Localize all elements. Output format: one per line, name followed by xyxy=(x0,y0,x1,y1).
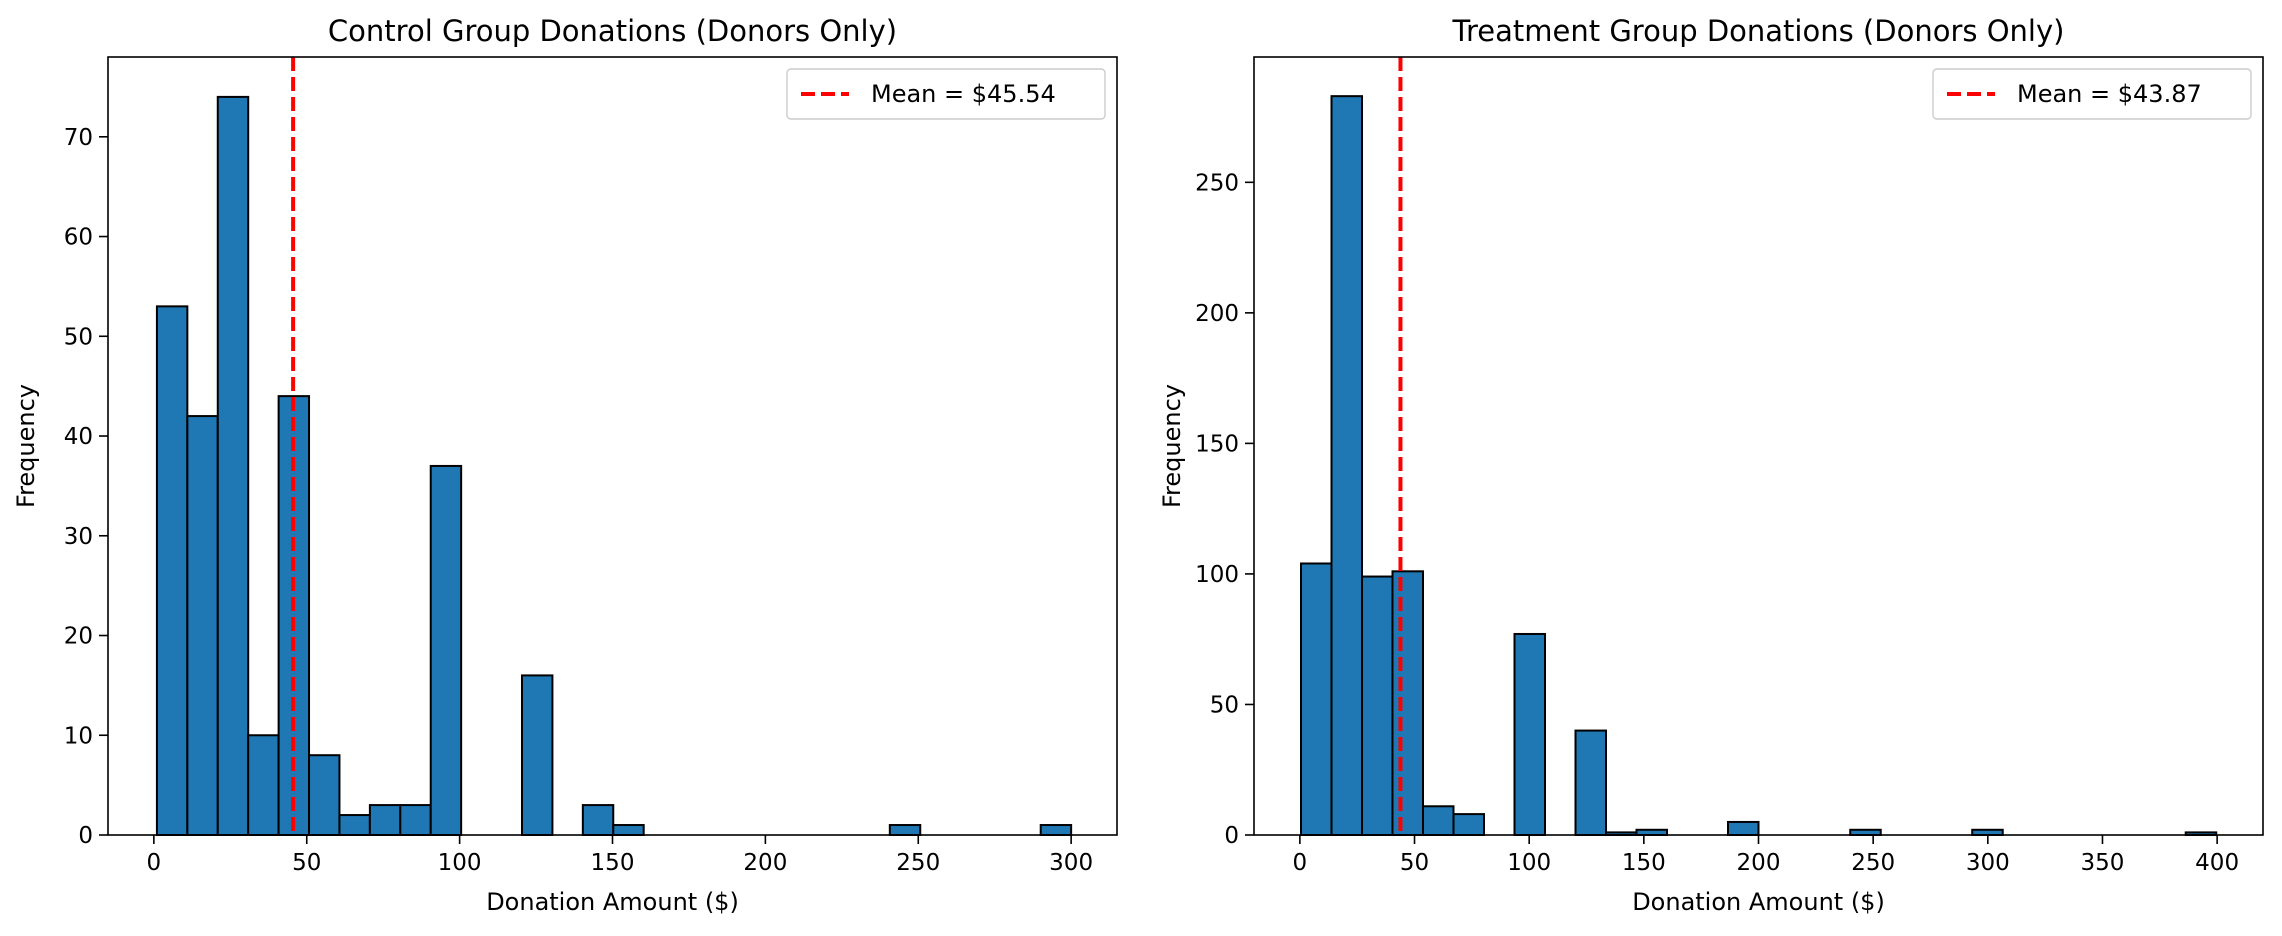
treatment-x-tick-label: 250 xyxy=(1851,850,1895,876)
treatment-histogram-bar xyxy=(1300,562,1333,836)
treatment-y-tick-label: 150 xyxy=(1195,431,1239,457)
control-y-tick-label: 40 xyxy=(64,424,93,450)
treatment-x-tick-label: 100 xyxy=(1507,850,1551,876)
control-y-tick-label: 50 xyxy=(64,324,93,350)
treatment-x-tick-label: 350 xyxy=(2081,850,2125,876)
treatment-histogram-bar xyxy=(1452,813,1486,836)
control-histogram-bar xyxy=(186,415,219,836)
control-y-tick-label: 30 xyxy=(64,524,93,550)
control-y-axis-label: Frequency xyxy=(12,384,40,508)
control-y-tick-label: 60 xyxy=(64,225,93,251)
treatment-x-tick-label: 0 xyxy=(1293,850,1308,876)
control-histogram-bar xyxy=(308,754,341,837)
treatment-y-tick-label: 0 xyxy=(1224,823,1239,849)
control-plot-frame xyxy=(107,56,1118,836)
control-histogram-bar xyxy=(612,824,645,836)
treatment-x-tick-label: 300 xyxy=(1966,850,2010,876)
control-histogram-bar xyxy=(399,804,432,836)
treatment-x-tick-label: 150 xyxy=(1622,850,1666,876)
control-histogram-bar xyxy=(520,674,554,837)
control-y-tick-label: 10 xyxy=(64,723,93,749)
control-legend: Mean = $45.54 xyxy=(786,68,1106,120)
treatment-x-tick-label: 200 xyxy=(1737,850,1781,876)
control-x-axis-label: Donation Amount ($) xyxy=(486,888,739,916)
control-x-tick-label: 250 xyxy=(896,850,940,876)
treatment-x-axis-label: Donation Amount ($) xyxy=(1632,888,1885,916)
control-histogram-bar xyxy=(247,734,280,836)
control-x-tick-label: 150 xyxy=(591,850,635,876)
treatment-y-tick-label: 50 xyxy=(1210,692,1239,718)
control-histogram-bar xyxy=(581,804,615,836)
treatment-axis-ticks: 0 50 100 150 200 250 300 350 400 0 50 100 150 200 250 xyxy=(1195,170,2239,876)
control-legend-box xyxy=(786,68,1106,120)
treatment-bars xyxy=(1300,95,2218,837)
treatment-y-tick-label: 250 xyxy=(1195,170,1239,196)
control-x-tick-label: 200 xyxy=(743,850,787,876)
control-histogram-bar xyxy=(1039,824,1073,836)
control-histogram-bar xyxy=(216,95,250,836)
control-legend-label: Mean = $45.54 xyxy=(871,80,1056,108)
treatment-legend-box xyxy=(1932,68,2252,120)
treatment-x-tick-label: 50 xyxy=(1400,850,1429,876)
treatment-histogram-bar xyxy=(1330,95,1364,836)
control-x-tick-label: 0 xyxy=(147,850,162,876)
treatment-y-tick-label: 100 xyxy=(1195,562,1239,588)
control-histogram-bar xyxy=(429,464,463,836)
control-chart-title: Control Group Donations (Donors Only) xyxy=(328,14,897,48)
treatment-legend-label: Mean = $43.87 xyxy=(2017,80,2202,108)
control-y-tick-label: 20 xyxy=(64,624,93,650)
treatment-histogram-bar xyxy=(1513,632,1547,836)
control-histogram-bar xyxy=(155,305,189,837)
control-histogram-panel: Control Group Donations (Donors Only) Do… xyxy=(12,14,1118,916)
control-y-tick-label: 0 xyxy=(78,823,93,849)
control-x-tick-label: 50 xyxy=(292,850,321,876)
treatment-histogram-panel: Treatment Group Donations (Donors Only) … xyxy=(1158,14,2264,916)
treatment-plot-frame xyxy=(1253,56,2264,836)
treatment-histogram-bar xyxy=(1727,820,1760,836)
treatment-histogram-bar xyxy=(1422,805,1455,836)
control-x-tick-label: 100 xyxy=(438,850,482,876)
control-x-tick-label: 300 xyxy=(1049,850,1093,876)
treatment-histogram-bar xyxy=(1361,575,1394,836)
control-histogram-bar xyxy=(338,814,371,836)
treatment-histogram-bar xyxy=(1574,729,1608,837)
treatment-legend: Mean = $43.87 xyxy=(1932,68,2252,120)
treatment-y-tick-label: 200 xyxy=(1195,301,1239,327)
control-bars xyxy=(155,95,1073,837)
control-y-tick-label: 70 xyxy=(64,125,93,151)
treatment-chart-title: Treatment Group Donations (Donors Only) xyxy=(1452,14,2065,48)
treatment-y-axis-label: Frequency xyxy=(1158,384,1186,508)
control-histogram-bar xyxy=(888,824,922,836)
treatment-histogram-bar xyxy=(1391,570,1425,836)
treatment-x-tick-label: 400 xyxy=(2195,850,2239,876)
control-axis-ticks: 0 50 100 150 200 250 300 0 10 20 30 40 50 60 70 xyxy=(64,125,1093,876)
control-histogram-bar xyxy=(368,804,402,836)
